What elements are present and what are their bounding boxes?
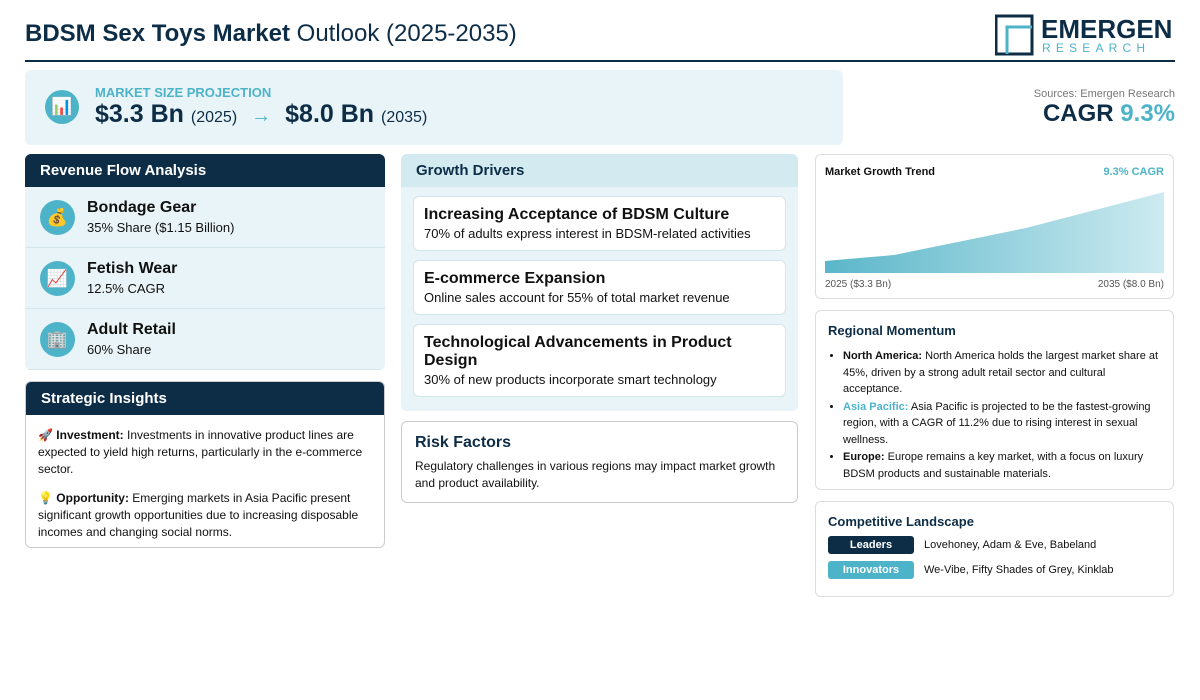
region-text: North America holds the largest market s… xyxy=(843,350,1159,395)
insights-title: Strategic Insights xyxy=(26,382,384,415)
revenue-item: 💰 Bondage Gear 35% Share ($1.15 Billion) xyxy=(25,187,385,248)
revenue-list: 💰 Bondage Gear 35% Share ($1.15 Billion) 📈 F… xyxy=(25,187,385,370)
start-value: $3.3 Bn xyxy=(95,100,184,128)
competitive-tag: Leaders xyxy=(828,536,914,554)
title-bold: BDSM Sex Toys Market xyxy=(25,20,290,47)
header-rule xyxy=(25,60,1175,62)
insight-label: Investment: xyxy=(56,428,124,442)
revenue-detail: 12.5% CAGR xyxy=(87,281,166,296)
drivers-list: Increasing Acceptance of BDSM Culture 70%… xyxy=(401,196,798,397)
projection-values: $3.3 Bn (2025) → $8.0 Bn (2035) xyxy=(95,100,427,129)
logo: EMERGEN RESEARCH xyxy=(995,14,1172,56)
title-rest: Outlook (2025-2035) xyxy=(296,20,517,47)
region-name: North America: xyxy=(843,350,923,362)
region-item: Asia Pacific: Asia Pacific is projected … xyxy=(843,399,1161,449)
projection-box: 📊 MARKET SIZE PROJECTION $3.3 Bn (2025) →… xyxy=(25,70,843,145)
region-name: Europe: xyxy=(843,451,885,463)
arrow: → xyxy=(251,105,272,127)
driver: Increasing Acceptance of BDSM Culture 70%… xyxy=(413,196,786,251)
trend-card: Market Growth Trend 9.3% CAGR 2025 ($3.3… xyxy=(815,154,1174,299)
trend-title: Market Growth Trend xyxy=(825,166,935,178)
revenue-item: 📈 Fetish Wear 12.5% CAGR xyxy=(25,248,385,309)
trend-area xyxy=(825,192,1164,273)
driver-text: 30% of new products incorporate smart te… xyxy=(424,372,717,387)
revenue-card: Revenue Flow Analysis 💰 Bondage Gear 35% S… xyxy=(25,154,385,370)
trend-badge: 9.3% CAGR xyxy=(1103,166,1164,178)
revenue-item: 🏢 Adult Retail 60% Share xyxy=(25,309,385,370)
logo-top: EMERGEN xyxy=(1041,14,1172,44)
insight-label: Opportunity: xyxy=(56,491,129,505)
revenue-icon: 📈 xyxy=(40,261,75,296)
revenue-detail: 35% Share ($1.15 Billion) xyxy=(87,220,235,235)
revenue-icon: 💰 xyxy=(40,200,75,235)
revenue-name: Fetish Wear xyxy=(87,260,178,277)
insight-text: Investments in innovative product lines … xyxy=(38,428,363,476)
region-item: Europe: Europe remains a key market, wit… xyxy=(843,449,1161,482)
risk-card: Risk Factors Regulatory challenges in va… xyxy=(401,421,798,503)
regional-list: North America: North America holds the l… xyxy=(828,348,1161,482)
revenue-icon: 🏢 xyxy=(40,322,75,357)
region-text: Asia Pacific is projected to be the fast… xyxy=(843,400,1151,446)
competitive-row: Innovators We-Vibe, Fifty Shades of Grey,… xyxy=(828,561,1161,579)
competitive-companies: Lovehoney, Adam & Eve, Babeland xyxy=(924,539,1097,551)
competitive-list: Leaders Lovehoney, Adam & Eve, Babeland In… xyxy=(828,536,1161,579)
competitive-card: Competitive Landscape Leaders Lovehoney, … xyxy=(815,501,1174,597)
cagr-value: 9.3% xyxy=(1120,100,1175,127)
region-item: North America: North America holds the l… xyxy=(843,348,1161,398)
source: Sources: Emergen Research xyxy=(1033,88,1175,100)
driver-text: 70% of adults express interest in BDSM-r… xyxy=(424,226,751,241)
region-text: Europe remains a key market, with a focu… xyxy=(843,451,1144,480)
insight: 🚀 Investment: Investments in innovative … xyxy=(38,427,372,478)
revenue-title: Revenue Flow Analysis xyxy=(25,154,385,187)
revenue-detail: 60% Share xyxy=(87,342,152,357)
insight-text: Emerging markets in Asia Pacific present… xyxy=(38,491,359,539)
insight-icon: 🚀 xyxy=(38,428,53,442)
cagr-label: CAGR xyxy=(1042,100,1114,127)
risk-title: Risk Factors xyxy=(415,434,512,451)
driver-text: Online sales account for 55% of total ma… xyxy=(424,290,730,305)
trend-end: 2035 ($8.0 Bn) xyxy=(1098,279,1164,290)
trend-start: 2025 ($3.3 Bn) xyxy=(825,279,891,290)
competitive-title: Competitive Landscape xyxy=(828,514,974,529)
insight: 💡 Opportunity: Emerging markets in Asia … xyxy=(38,490,372,541)
logo-accent xyxy=(1005,25,1032,54)
end-year: (2035) xyxy=(381,109,428,126)
trend-chart: Market Growth Trend 9.3% CAGR 2025 ($3.3… xyxy=(825,166,1164,290)
region-name: Asia Pacific: xyxy=(843,400,909,413)
drivers-title: Growth Drivers xyxy=(401,154,798,187)
projection-label: MARKET SIZE PROJECTION xyxy=(95,85,272,100)
drivers-card: Growth Drivers Increasing Acceptance of … xyxy=(401,154,798,411)
page-title: BDSM Sex Toys Market Outlook (2025-2035) xyxy=(25,20,517,48)
insight-icon: 💡 xyxy=(38,491,53,505)
revenue-name: Adult Retail xyxy=(87,321,176,338)
regional-card: Regional Momentum North America: North A… xyxy=(815,310,1174,490)
projection-icon: 📊 xyxy=(45,90,79,124)
competitive-companies: We-Vibe, Fifty Shades of Grey, Kinklab xyxy=(924,564,1114,576)
driver: Technological Advancements in Product De… xyxy=(413,324,786,397)
logo-bottom: RESEARCH xyxy=(1042,41,1150,55)
competitive-tag: Innovators xyxy=(828,561,914,579)
driver: E-commerce Expansion Online sales account… xyxy=(413,260,786,315)
revenue-name: Bondage Gear xyxy=(87,199,197,216)
end-value: $8.0 Bn xyxy=(285,100,375,128)
driver-title: E-commerce Expansion xyxy=(424,270,606,287)
competitive-row: Leaders Lovehoney, Adam & Eve, Babeland xyxy=(828,536,1161,554)
insights-card: Strategic Insights 🚀 Investment: Investm… xyxy=(25,381,385,548)
driver-title: Technological Advancements in Product De… xyxy=(424,334,732,369)
start-year: (2025) xyxy=(190,109,238,126)
logo-frame xyxy=(995,14,1034,56)
regional-title: Regional Momentum xyxy=(828,323,956,338)
insights-list: 🚀 Investment: Investments in innovative … xyxy=(26,427,384,541)
cagr: CAGR 9.3% xyxy=(1043,100,1175,128)
driver-title: Increasing Acceptance of BDSM Culture xyxy=(424,206,730,223)
risk-text: Regulatory challenges in various regions… xyxy=(415,459,776,490)
